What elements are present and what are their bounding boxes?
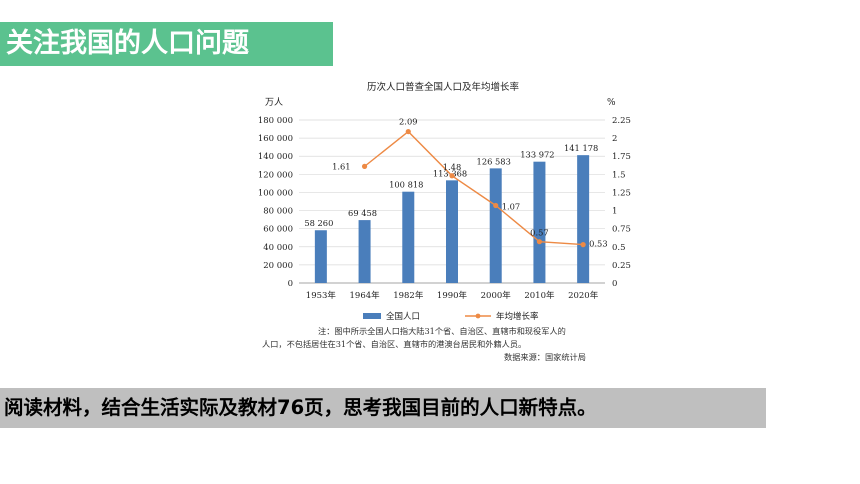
y-left-ticks: 0 20 000 40 000 60 000 80 000 100 000 120 000 1… bbox=[258, 116, 293, 289]
y-right-tick-label: 0.25 bbox=[612, 261, 631, 271]
gridlines bbox=[299, 119, 605, 284]
y-left-tick-label: 120 000 bbox=[258, 170, 293, 180]
growth-line bbox=[361, 128, 586, 248]
x-tick-label: 1953年 bbox=[306, 290, 337, 301]
bars bbox=[314, 155, 590, 283]
y-left-tick-label: 0 bbox=[288, 279, 293, 289]
y-left-tick-label: 160 000 bbox=[258, 134, 293, 144]
legend-bar-label: 全国人口 bbox=[386, 311, 420, 322]
bar bbox=[577, 155, 590, 283]
y-left-tick-label: 80 000 bbox=[263, 207, 293, 217]
population-chart: 历次人口普查全国人口及年均增长率 万人 % 0 20 000 40 000 60 00… bbox=[255, 78, 635, 368]
x-tick-label: 1982年 bbox=[393, 290, 424, 301]
y-right-tick-label: 1.75 bbox=[612, 152, 631, 162]
x-tick-label: 1990年 bbox=[437, 290, 468, 301]
y-right-tick-label: 2 bbox=[612, 134, 617, 144]
line-labels: 1.61 2.09 1.48 1.07 0.57 0.53 bbox=[332, 117, 608, 249]
bar bbox=[533, 161, 546, 283]
bar bbox=[402, 191, 415, 283]
note-line-2: 人口，不包括居住在31个省、自治区、直辖市的港澳台居民和外籍人员。 bbox=[262, 339, 527, 349]
growth-value-label: 0.53 bbox=[589, 239, 607, 249]
growth-value-label: 0.57 bbox=[530, 228, 548, 238]
legend-line-marker bbox=[475, 313, 481, 319]
legend: 全国人口 年均增长率 bbox=[363, 311, 539, 322]
y-right-unit: % bbox=[607, 98, 616, 108]
bar-value-label: 133 972 bbox=[520, 150, 554, 160]
bar bbox=[358, 220, 371, 283]
bar-value-label: 69 458 bbox=[348, 208, 377, 218]
y-right-tick-label: 1 bbox=[612, 207, 617, 217]
y-right-tick-label: 0.75 bbox=[612, 225, 631, 235]
growth-point bbox=[536, 239, 543, 245]
bar bbox=[489, 168, 502, 283]
y-left-tick-label: 60 000 bbox=[263, 225, 293, 235]
y-left-unit: 万人 bbox=[265, 97, 283, 108]
growth-point bbox=[405, 128, 411, 135]
growth-value-label: 1.48 bbox=[443, 162, 461, 172]
chart-title: 历次人口普查全国人口及年均增长率 bbox=[367, 81, 520, 93]
x-tick-label: 2020年 bbox=[568, 290, 599, 301]
x-tick-label: 2000年 bbox=[481, 290, 512, 301]
y-right-tick-label: 1.5 bbox=[612, 170, 626, 180]
y-left-tick-label: 140 000 bbox=[258, 152, 293, 162]
bar-value-label: 141 178 bbox=[564, 143, 598, 153]
y-left-tick-label: 180 000 bbox=[258, 116, 293, 126]
bar-value-label: 58 260 bbox=[304, 218, 333, 228]
y-left-tick-label: 40 000 bbox=[263, 243, 293, 253]
y-right-tick-label: 0.5 bbox=[612, 243, 626, 253]
growth-value-label: 1.61 bbox=[332, 161, 350, 171]
y-right-tick-label: 2.25 bbox=[612, 116, 631, 126]
legend-bar-swatch bbox=[363, 313, 381, 319]
x-tick-label: 2010年 bbox=[524, 290, 555, 301]
y-left-tick-label: 100 000 bbox=[258, 188, 293, 198]
bar-value-label: 126 583 bbox=[477, 156, 511, 166]
chart-svg: 历次人口普查全国人口及年均增长率 万人 % 0 20 000 40 000 60 00… bbox=[258, 81, 631, 322]
legend-line-label: 年均增长率 bbox=[496, 311, 539, 322]
x-tick-label: 1964年 bbox=[350, 290, 381, 301]
chart-note: 注：图中所示全国人口指大陆31个省、自治区、直辖市和现役军人的 人口，不包括居住… bbox=[258, 325, 598, 364]
note-line-1: 注：图中所示全国人口指大陆31个省、自治区、直辖市和现役军人的 bbox=[318, 326, 566, 336]
y-left-tick-label: 20 000 bbox=[263, 261, 293, 271]
growth-value-label: 2.09 bbox=[399, 117, 417, 127]
growth-point bbox=[580, 242, 586, 248]
y-right-tick-label: 1.25 bbox=[612, 188, 631, 198]
growth-line-path bbox=[364, 130, 584, 246]
y-right-tick-label: 0 bbox=[612, 279, 617, 289]
task-prompt: 阅读材料，结合生活实际及教材76页，思考我国目前的人口新特点。 bbox=[0, 388, 766, 428]
y-right-ticks: 0 0.25 0.5 0.75 1 1.25 1.5 1.75 2 2.25 bbox=[612, 116, 631, 289]
note-source: 数据来源：国家统计局 bbox=[504, 352, 586, 362]
growth-point bbox=[361, 163, 368, 169]
x-ticks: 1953年 1964年 1982年 1990年 2000年 2010年 2020年 bbox=[306, 290, 599, 301]
bar-value-label: 100 818 bbox=[389, 180, 423, 190]
growth-point bbox=[493, 202, 499, 209]
bar bbox=[314, 230, 327, 283]
growth-point bbox=[449, 173, 455, 179]
bar bbox=[446, 180, 458, 283]
page-title: 关注我国的人口问题 bbox=[0, 22, 333, 66]
growth-value-label: 1.07 bbox=[502, 201, 520, 211]
